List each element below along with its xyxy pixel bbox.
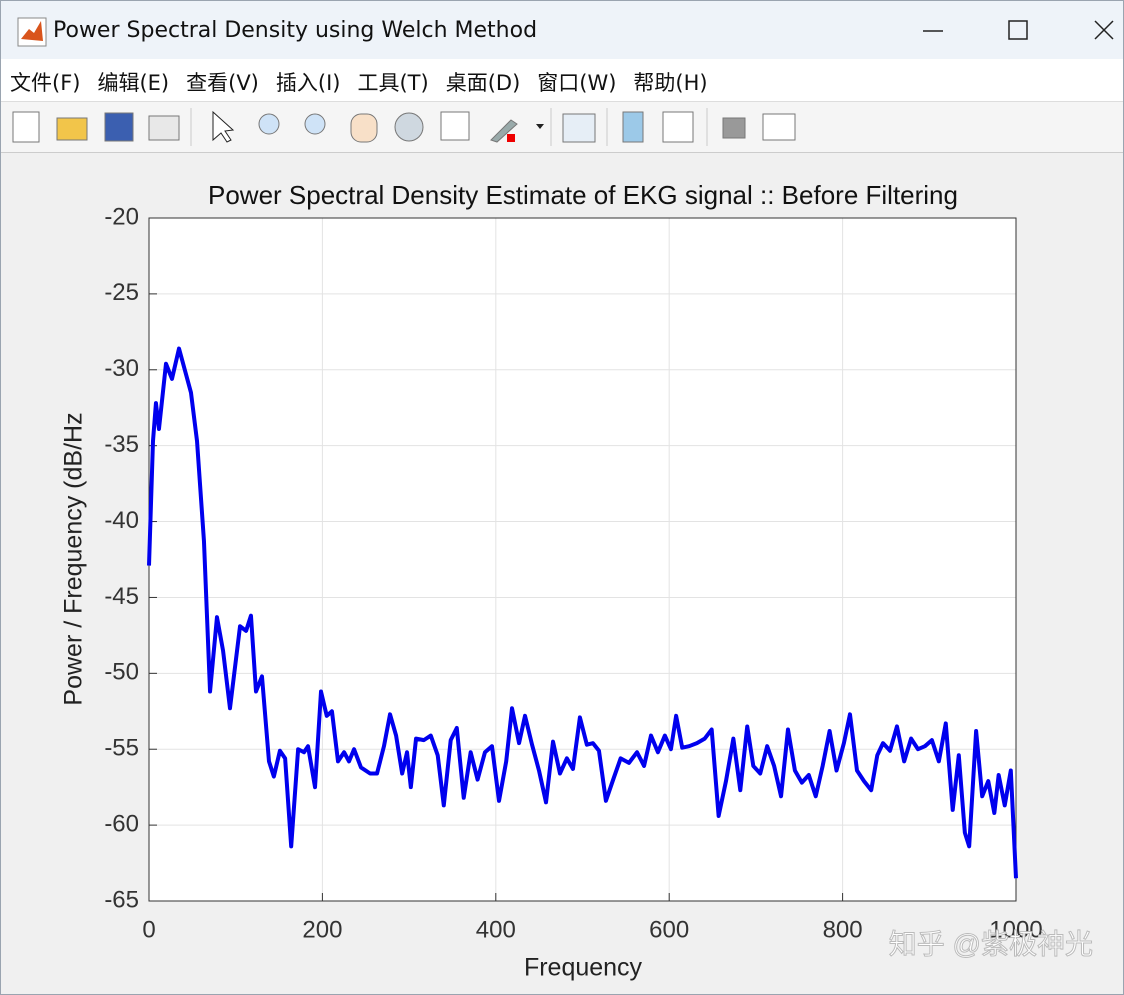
legend[interactable]	[662, 111, 694, 143]
new[interactable]	[12, 111, 40, 143]
y-tick-label: -50	[104, 659, 139, 686]
zoom-in[interactable]	[258, 113, 280, 135]
y-tick-label: -20	[104, 203, 139, 230]
psd-line	[147, 346, 1018, 879]
rotate[interactable]	[394, 112, 424, 142]
y-tick-label: -55	[104, 735, 139, 762]
chart-title: Power Spectral Density Estimate of EKG s…	[208, 180, 958, 210]
link[interactable]	[562, 113, 596, 143]
zoom-out[interactable]	[304, 113, 326, 135]
y-tick-label: -35	[104, 431, 139, 458]
open[interactable]	[56, 117, 88, 141]
x-tick-label: 600	[649, 916, 689, 943]
hide-tools[interactable]	[722, 117, 746, 139]
x-tick-label: 0	[142, 916, 155, 943]
toolbar	[1, 102, 1123, 224]
menu-bar: 文件(F) 编辑(E) 查看(V) 插入(I) 工具(T) 桌面(D) 窗口(W) 帮助(H)	[1, 59, 1123, 102]
maximize[interactable]	[1008, 20, 1028, 40]
y-tick-label: -45	[104, 583, 139, 610]
y-tick-label: -40	[104, 507, 139, 534]
menu-item[interactable]: 插入(I)	[275, 71, 341, 95]
print[interactable]	[148, 115, 180, 141]
x-axis-label: Frequency	[524, 954, 643, 982]
chart: Power Spectral Density Estimate of EKG s…	[60, 180, 1094, 982]
window-title: Power Spectral Density using Welch Metho…	[53, 18, 538, 43]
brush[interactable]	[490, 119, 518, 143]
x-tick-label: 1000	[989, 916, 1042, 943]
datatip[interactable]	[440, 111, 470, 141]
y-tick-label: -30	[104, 355, 139, 382]
window-controls	[923, 20, 1114, 40]
y-tick-label: -65	[104, 886, 139, 913]
menu-item[interactable]: 编辑(E)	[97, 71, 170, 95]
plot-area	[149, 218, 1016, 901]
select[interactable]	[212, 110, 235, 143]
y-axis-label: Power / Frequency (dB/Hz	[60, 412, 88, 705]
x-tick-label: 800	[823, 916, 863, 943]
colorbar[interactable]	[622, 111, 644, 143]
app-icon	[17, 17, 47, 47]
save[interactable]	[104, 112, 134, 142]
pan[interactable]	[350, 113, 378, 143]
toolbar-icons	[12, 108, 796, 224]
show-tools[interactable]	[762, 113, 796, 141]
close[interactable]	[1094, 20, 1114, 40]
y-tick-label: -25	[104, 279, 139, 306]
menu-item[interactable]: 工具(T)	[357, 71, 429, 95]
menu-item[interactable]: 窗口(W)	[537, 71, 617, 95]
title-bar: Power Spectral Density using Welch Metho…	[1, 1, 1123, 59]
x-tick-label: 200	[302, 916, 342, 943]
x-tick-label: 400	[476, 916, 516, 943]
menu-item[interactable]: 帮助(H)	[633, 71, 708, 95]
menu-item[interactable]: 桌面(D)	[445, 71, 521, 95]
menu-item[interactable]: 文件(F)	[10, 71, 81, 95]
watermark: 知乎 @紫极神光	[889, 928, 1093, 959]
y-tick-label: -60	[104, 810, 139, 837]
menu-item[interactable]: 查看(V)	[186, 71, 259, 95]
